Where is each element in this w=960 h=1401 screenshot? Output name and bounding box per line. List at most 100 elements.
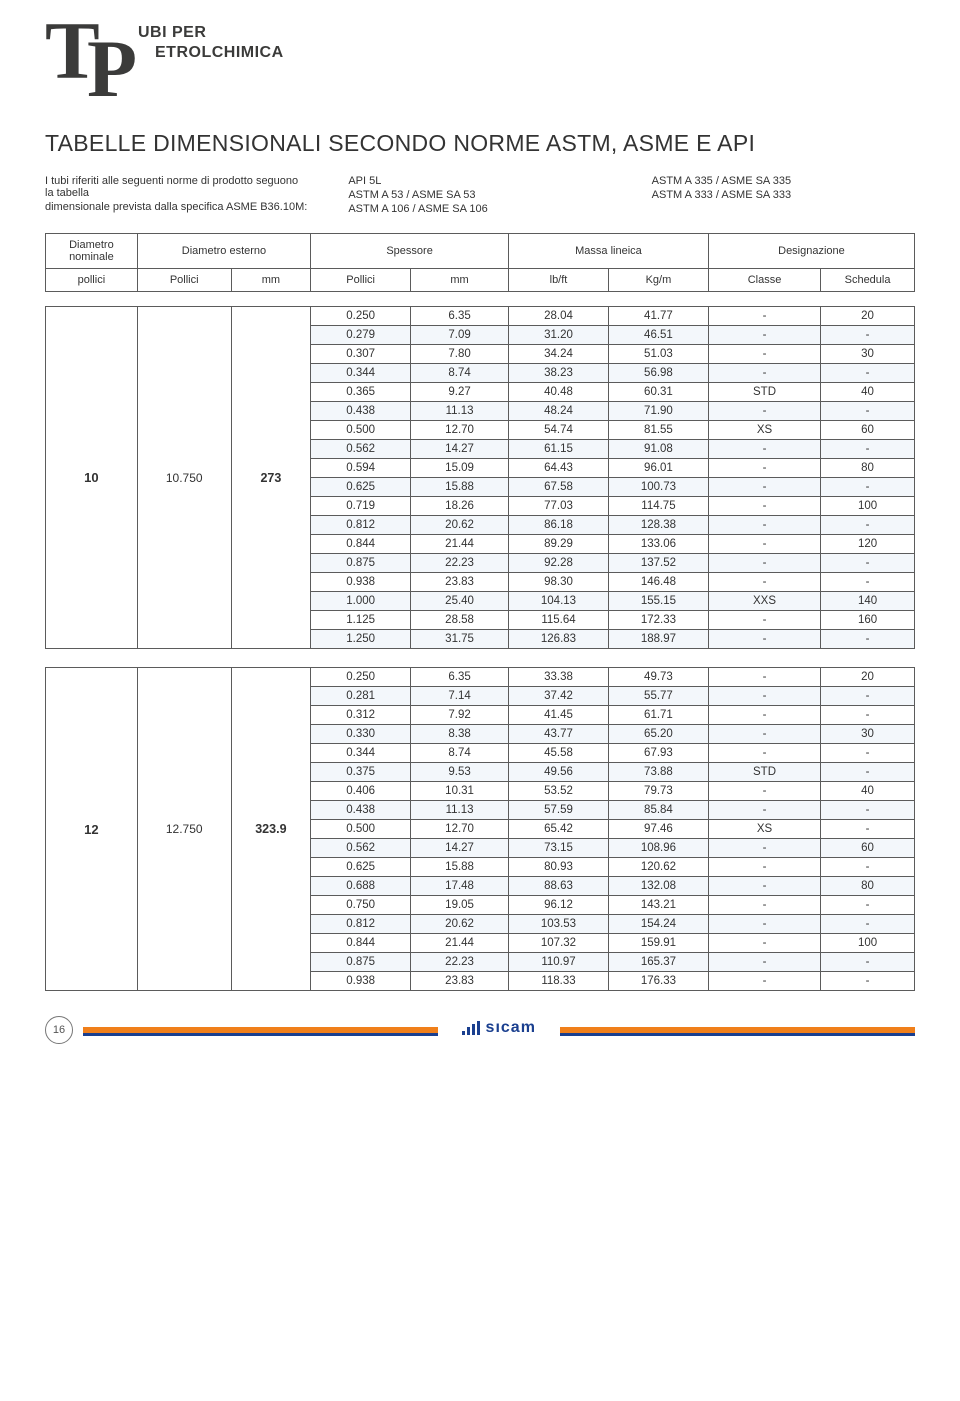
data-cell: 0.375	[311, 763, 411, 782]
data-cell: 22.23	[411, 953, 509, 972]
data-cell: 0.750	[311, 896, 411, 915]
data-cell: -	[821, 896, 915, 915]
data-cell: 20	[821, 307, 915, 326]
data-cell: -	[821, 554, 915, 573]
data-cell: -	[708, 858, 820, 877]
data-cell: 53.52	[509, 782, 609, 801]
data-cell: -	[821, 744, 915, 763]
data-cell: 155.15	[608, 592, 708, 611]
logo-text-1: UBI PER	[138, 24, 206, 42]
data-cell: 40	[821, 383, 915, 402]
brand-logo: T P UBI PER ETROLCHIMICA	[45, 20, 915, 115]
data-cell: 80	[821, 459, 915, 478]
data-cell: 108.96	[608, 839, 708, 858]
hdr-cell: Kg/m	[608, 269, 708, 292]
data-cell: 21.44	[411, 934, 509, 953]
data-cell: 91.08	[608, 440, 708, 459]
data-cell: -	[821, 630, 915, 649]
data-cell: -	[821, 326, 915, 345]
data-cell: 21.44	[411, 535, 509, 554]
data-cell: 25.40	[411, 592, 509, 611]
data-cell: 0.719	[311, 497, 411, 516]
data-cell: 33.38	[509, 668, 609, 687]
data-cell: 81.55	[608, 421, 708, 440]
data-cell: 128.38	[608, 516, 708, 535]
data-cell: 100	[821, 934, 915, 953]
data-cell: 1.000	[311, 592, 411, 611]
page-number-badge: 16	[45, 1016, 73, 1044]
data-cell: 188.97	[608, 630, 708, 649]
data-cell: 7.80	[411, 345, 509, 364]
data-cell: 98.30	[509, 573, 609, 592]
data-cell: XXS	[708, 592, 820, 611]
hdr-cell: mm	[231, 269, 311, 292]
hdr-cell: Pollici	[311, 269, 411, 292]
data-cell: -	[821, 687, 915, 706]
data-cell: 0.330	[311, 725, 411, 744]
data-cell: 64.43	[509, 459, 609, 478]
data-cell: 18.26	[411, 497, 509, 516]
data-cell: 23.83	[411, 573, 509, 592]
data-table: 1212.750323.90.2506.3533.3849.73-200.281…	[45, 667, 915, 991]
data-cell: 55.77	[608, 687, 708, 706]
data-cell: 104.13	[509, 592, 609, 611]
data-cell: -	[708, 573, 820, 592]
data-table-group: 1212.750323.90.2506.3533.3849.73-200.281…	[45, 667, 915, 991]
data-cell: 118.33	[509, 972, 609, 991]
data-cell: 8.74	[411, 744, 509, 763]
data-cell: 154.24	[608, 915, 708, 934]
data-cell: 0.500	[311, 421, 411, 440]
data-cell: 65.42	[509, 820, 609, 839]
header-row-2: pollici Pollici mm Pollici mm lb/ft Kg/m…	[46, 269, 915, 292]
data-cell: -	[708, 364, 820, 383]
data-cell: 60	[821, 839, 915, 858]
data-cell: 137.52	[608, 554, 708, 573]
data-cell: 0.365	[311, 383, 411, 402]
data-cell: 96.12	[509, 896, 609, 915]
data-cell: 14.27	[411, 839, 509, 858]
hdr-cell: Spessore	[311, 234, 509, 269]
data-cell: -	[708, 706, 820, 725]
hdr-cell: lb/ft	[509, 269, 609, 292]
data-cell: 0.562	[311, 839, 411, 858]
data-cell: -	[708, 972, 820, 991]
data-cell: 110.97	[509, 953, 609, 972]
data-cell: -	[708, 953, 820, 972]
data-cell: 28.04	[509, 307, 609, 326]
data-cell: 7.14	[411, 687, 509, 706]
data-cell: -	[708, 744, 820, 763]
data-table: 1010.7502730.2506.3528.0441.77-200.2797.…	[45, 306, 915, 649]
data-cell: 0.500	[311, 820, 411, 839]
data-cell: 41.45	[509, 706, 609, 725]
data-cell: 19.05	[411, 896, 509, 915]
data-cell: -	[821, 801, 915, 820]
data-cell: -	[708, 326, 820, 345]
intro-text: API 5L	[348, 175, 611, 187]
data-cell: 0.279	[311, 326, 411, 345]
header-row-1: Diametro nominale Diametro esterno Spess…	[46, 234, 915, 269]
data-cell: 143.21	[608, 896, 708, 915]
data-cell: 20	[821, 668, 915, 687]
data-cell: 77.03	[509, 497, 609, 516]
data-cell: 0.344	[311, 744, 411, 763]
data-cell: 114.75	[608, 497, 708, 516]
data-cell: 28.58	[411, 611, 509, 630]
external-diameter-in: 10.750	[137, 307, 231, 649]
data-cell: 140	[821, 592, 915, 611]
data-cell: 31.75	[411, 630, 509, 649]
data-cell: -	[708, 934, 820, 953]
data-cell: 0.625	[311, 478, 411, 497]
data-cell: -	[821, 573, 915, 592]
data-cell: 0.875	[311, 953, 411, 972]
data-cell: -	[708, 801, 820, 820]
data-cell: 60.31	[608, 383, 708, 402]
data-cell: 79.73	[608, 782, 708, 801]
page-footer: 16 sıcam	[45, 1016, 915, 1044]
data-cell: 37.42	[509, 687, 609, 706]
data-cell: 165.37	[608, 953, 708, 972]
data-cell: 0.938	[311, 972, 411, 991]
hdr-cell: Diametro esterno	[137, 234, 310, 269]
data-cell: 0.250	[311, 307, 411, 326]
data-cell: 46.51	[608, 326, 708, 345]
data-cell: -	[708, 668, 820, 687]
